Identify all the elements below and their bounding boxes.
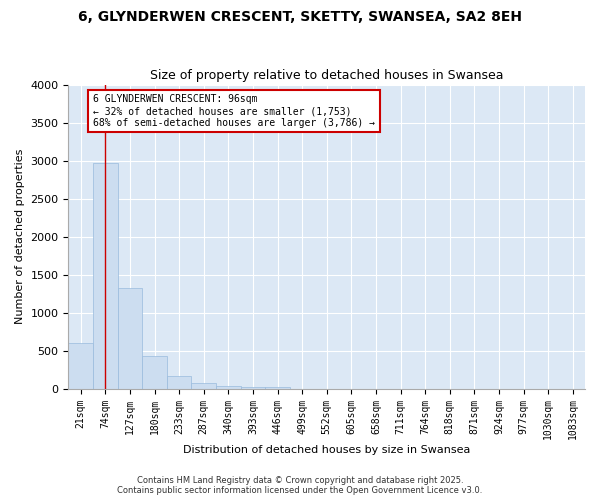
Bar bbox=[216, 386, 241, 388]
Text: 6, GLYNDERWEN CRESCENT, SKETTY, SWANSEA, SA2 8EH: 6, GLYNDERWEN CRESCENT, SKETTY, SWANSEA,… bbox=[78, 10, 522, 24]
Bar bbox=[167, 376, 191, 388]
Bar bbox=[93, 163, 118, 388]
Bar bbox=[191, 382, 216, 388]
Title: Size of property relative to detached houses in Swansea: Size of property relative to detached ho… bbox=[150, 69, 503, 82]
Bar bbox=[68, 343, 93, 388]
Bar bbox=[118, 288, 142, 388]
Bar bbox=[241, 387, 265, 388]
Bar bbox=[142, 356, 167, 388]
Y-axis label: Number of detached properties: Number of detached properties bbox=[15, 149, 25, 324]
Text: 6 GLYNDERWEN CRESCENT: 96sqm
← 32% of detached houses are smaller (1,753)
68% of: 6 GLYNDERWEN CRESCENT: 96sqm ← 32% of de… bbox=[93, 94, 375, 128]
X-axis label: Distribution of detached houses by size in Swansea: Distribution of detached houses by size … bbox=[183, 445, 470, 455]
Text: Contains HM Land Registry data © Crown copyright and database right 2025.
Contai: Contains HM Land Registry data © Crown c… bbox=[118, 476, 482, 495]
